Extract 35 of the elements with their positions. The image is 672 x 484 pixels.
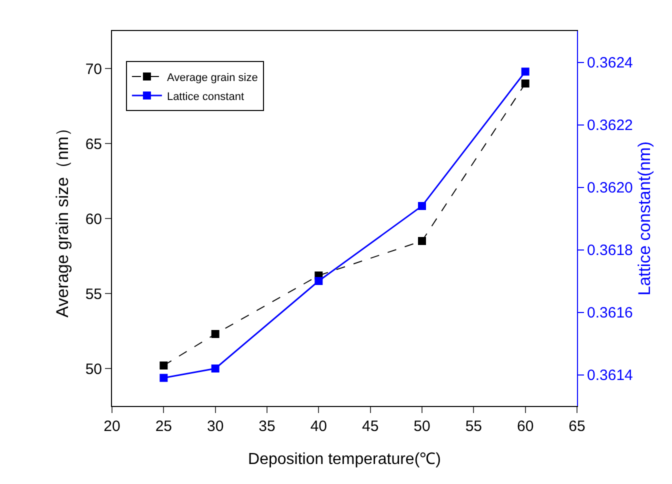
point [521,80,530,88]
y-axis-title: Average grain size（nm） [53,119,72,318]
x-tick-label: 40 [310,418,328,435]
x-tick-label: 55 [465,418,482,435]
y2-tick-label: 0.3614 [587,367,633,384]
x-tick-label: 65 [568,418,586,435]
point [211,330,220,338]
y2-axis-title: Lattice constant(nm) [634,141,654,296]
point [160,362,168,370]
x-tick-label: 45 [362,418,379,435]
point [160,374,168,382]
y-tick-label: 65 [85,136,102,153]
legend-label: Lattice constant [166,90,244,103]
point [521,68,530,76]
x-tick-label: 60 [516,418,534,435]
y-tick-label: 70 [85,60,102,78]
x-axis-title: Deposition temperature(℃) [248,451,441,468]
y2-tick-label: 0.3624 [587,54,633,72]
point [418,202,426,210]
y-tick-label: 60 [85,210,102,228]
y2-tick-label: 0.3622 [587,117,633,134]
x-tick-label: 30 [206,418,224,435]
x-tick-label: 20 [104,418,120,435]
y-tick-label: 55 [85,286,102,303]
point [211,364,220,372]
y2-tick-label: 0.3620 [587,180,633,196]
x-tick-label: 25 [155,418,172,435]
point [314,277,323,285]
y2-tick-label: 0.3618 [587,242,633,259]
y2-tick-label: 0.3616 [587,304,633,322]
y-tick-label: 50 [85,360,102,378]
x-tick-label: 50 [414,418,430,435]
legend-label: Average grain size [166,72,258,84]
x-tick-label: 35 [258,418,276,435]
point [418,237,426,245]
